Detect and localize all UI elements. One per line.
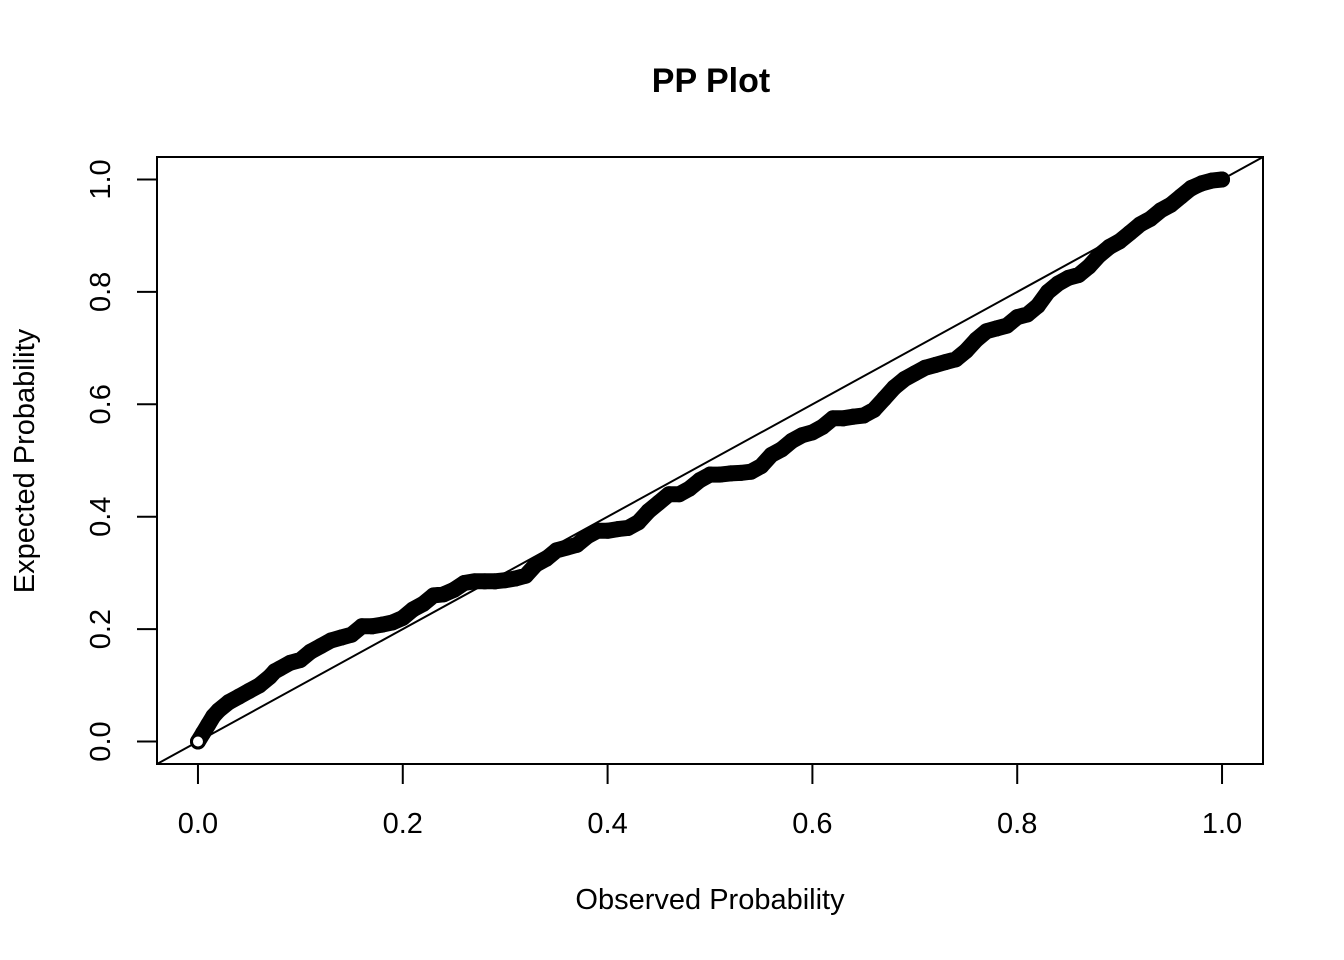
x-tick-label: 0.4 [587, 808, 627, 840]
y-tick-label: 0.8 [85, 272, 117, 312]
data-point [876, 390, 893, 407]
start-point-center [192, 736, 203, 747]
data-point [1080, 258, 1097, 275]
x-tick-label: 0.0 [178, 808, 218, 840]
data-point [1029, 297, 1046, 314]
data-point [517, 567, 534, 584]
y-axis: 0.0 0.2 0.4 0.6 0.8 1.0 [85, 159, 158, 762]
chart-title: PP Plot [652, 62, 770, 100]
y-tick-label: 0.2 [85, 609, 117, 649]
x-tick-label: 1.0 [1202, 808, 1242, 840]
y-tick-label: 1.0 [85, 159, 117, 199]
x-axis-label: Observed Probability [575, 884, 845, 916]
y-axis-label: Expected Probability [9, 328, 41, 593]
data-point [1214, 171, 1231, 188]
data-point [630, 514, 647, 531]
x-axis: 0.0 0.2 0.4 0.6 0.8 1.0 [178, 763, 1242, 840]
x-tick-label: 0.8 [997, 808, 1037, 840]
reference-line [156, 156, 1264, 765]
data-point [865, 401, 882, 418]
y-tick-label: 0.6 [85, 384, 117, 424]
x-tick-label: 0.2 [383, 808, 423, 840]
plot-area [156, 156, 1264, 765]
y-tick-label: 0.0 [85, 721, 117, 761]
data-point [958, 342, 975, 359]
x-tick-label: 0.6 [792, 808, 832, 840]
y-tick-label: 0.4 [85, 497, 117, 537]
data-point [753, 458, 770, 475]
